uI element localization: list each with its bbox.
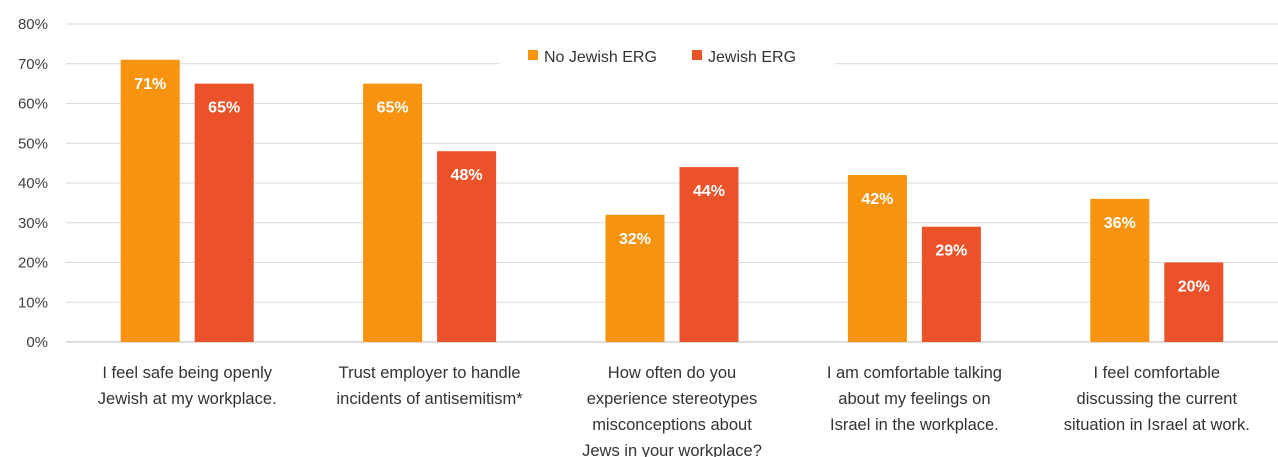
data-label: 71% [134, 76, 166, 93]
legend-background [500, 40, 835, 74]
bar-jewish-erg [921, 226, 981, 342]
gridlines [66, 23, 1278, 343]
data-label: 29% [935, 243, 967, 260]
bar-jewish-erg [1164, 262, 1224, 342]
bars: 71% 65% 65% 48% 32% 44% 42% 29% 36% 20% [120, 59, 1224, 343]
bar-jewish-erg [194, 83, 254, 342]
data-label: 20% [1178, 279, 1210, 296]
y-tick-label: 70% [18, 56, 48, 73]
bar-jewish-erg [679, 167, 739, 342]
data-label: 42% [861, 191, 893, 208]
y-axis: 0% 10% 20% 30% 40% 50% 60% 70% 80% [18, 16, 48, 351]
bar-no-jewish-erg [120, 59, 180, 343]
y-tick-label: 0% [26, 334, 48, 351]
data-label: 65% [208, 100, 240, 117]
category-label: Israel in the workplace. [830, 416, 999, 434]
bar-no-jewish-erg [847, 175, 907, 342]
data-label: 32% [619, 231, 651, 248]
category-label: misconceptions about [592, 416, 752, 434]
category-label: discussing the current [1077, 390, 1238, 408]
x-axis: I feel safe being openly Jewish at my wor… [98, 364, 1250, 457]
category-label: Trust employer to handle [339, 364, 521, 382]
data-label: 48% [451, 167, 483, 184]
bar-no-jewish-erg [605, 214, 665, 342]
category-label: Jewish at my workplace. [98, 390, 277, 408]
data-label: 65% [377, 100, 409, 117]
y-tick-label: 20% [18, 255, 48, 272]
y-tick-label: 40% [18, 175, 48, 192]
y-tick-label: 80% [18, 16, 48, 33]
bar-jewish-erg [437, 151, 497, 342]
category-label: experience stereotypes [587, 390, 758, 408]
legend-swatch [692, 50, 702, 60]
category-label: Jews in your workplace? [582, 442, 762, 457]
legend-label: No Jewish ERG [544, 49, 657, 66]
y-tick-label: 10% [18, 294, 48, 311]
y-tick-label: 30% [18, 215, 48, 232]
category-label: I feel comfortable [1094, 364, 1221, 382]
bar-no-jewish-erg [363, 83, 423, 342]
data-label: 36% [1104, 215, 1136, 232]
data-label: 44% [693, 183, 725, 200]
category-label: situation in Israel at work. [1064, 416, 1250, 434]
y-tick-label: 60% [18, 96, 48, 113]
category-label: I am comfortable talking [827, 364, 1002, 382]
legend-swatch [528, 50, 538, 60]
bar-no-jewish-erg [1090, 198, 1150, 342]
category-label: How often do you [608, 364, 736, 382]
y-tick-label: 50% [18, 135, 48, 152]
category-label: I feel safe being openly [102, 364, 272, 382]
category-label: incidents of antisemitism* [337, 390, 524, 408]
category-label: about my feelings on [838, 390, 990, 408]
legend: No Jewish ERG Jewish ERG [500, 40, 835, 74]
legend-label: Jewish ERG [708, 49, 796, 66]
